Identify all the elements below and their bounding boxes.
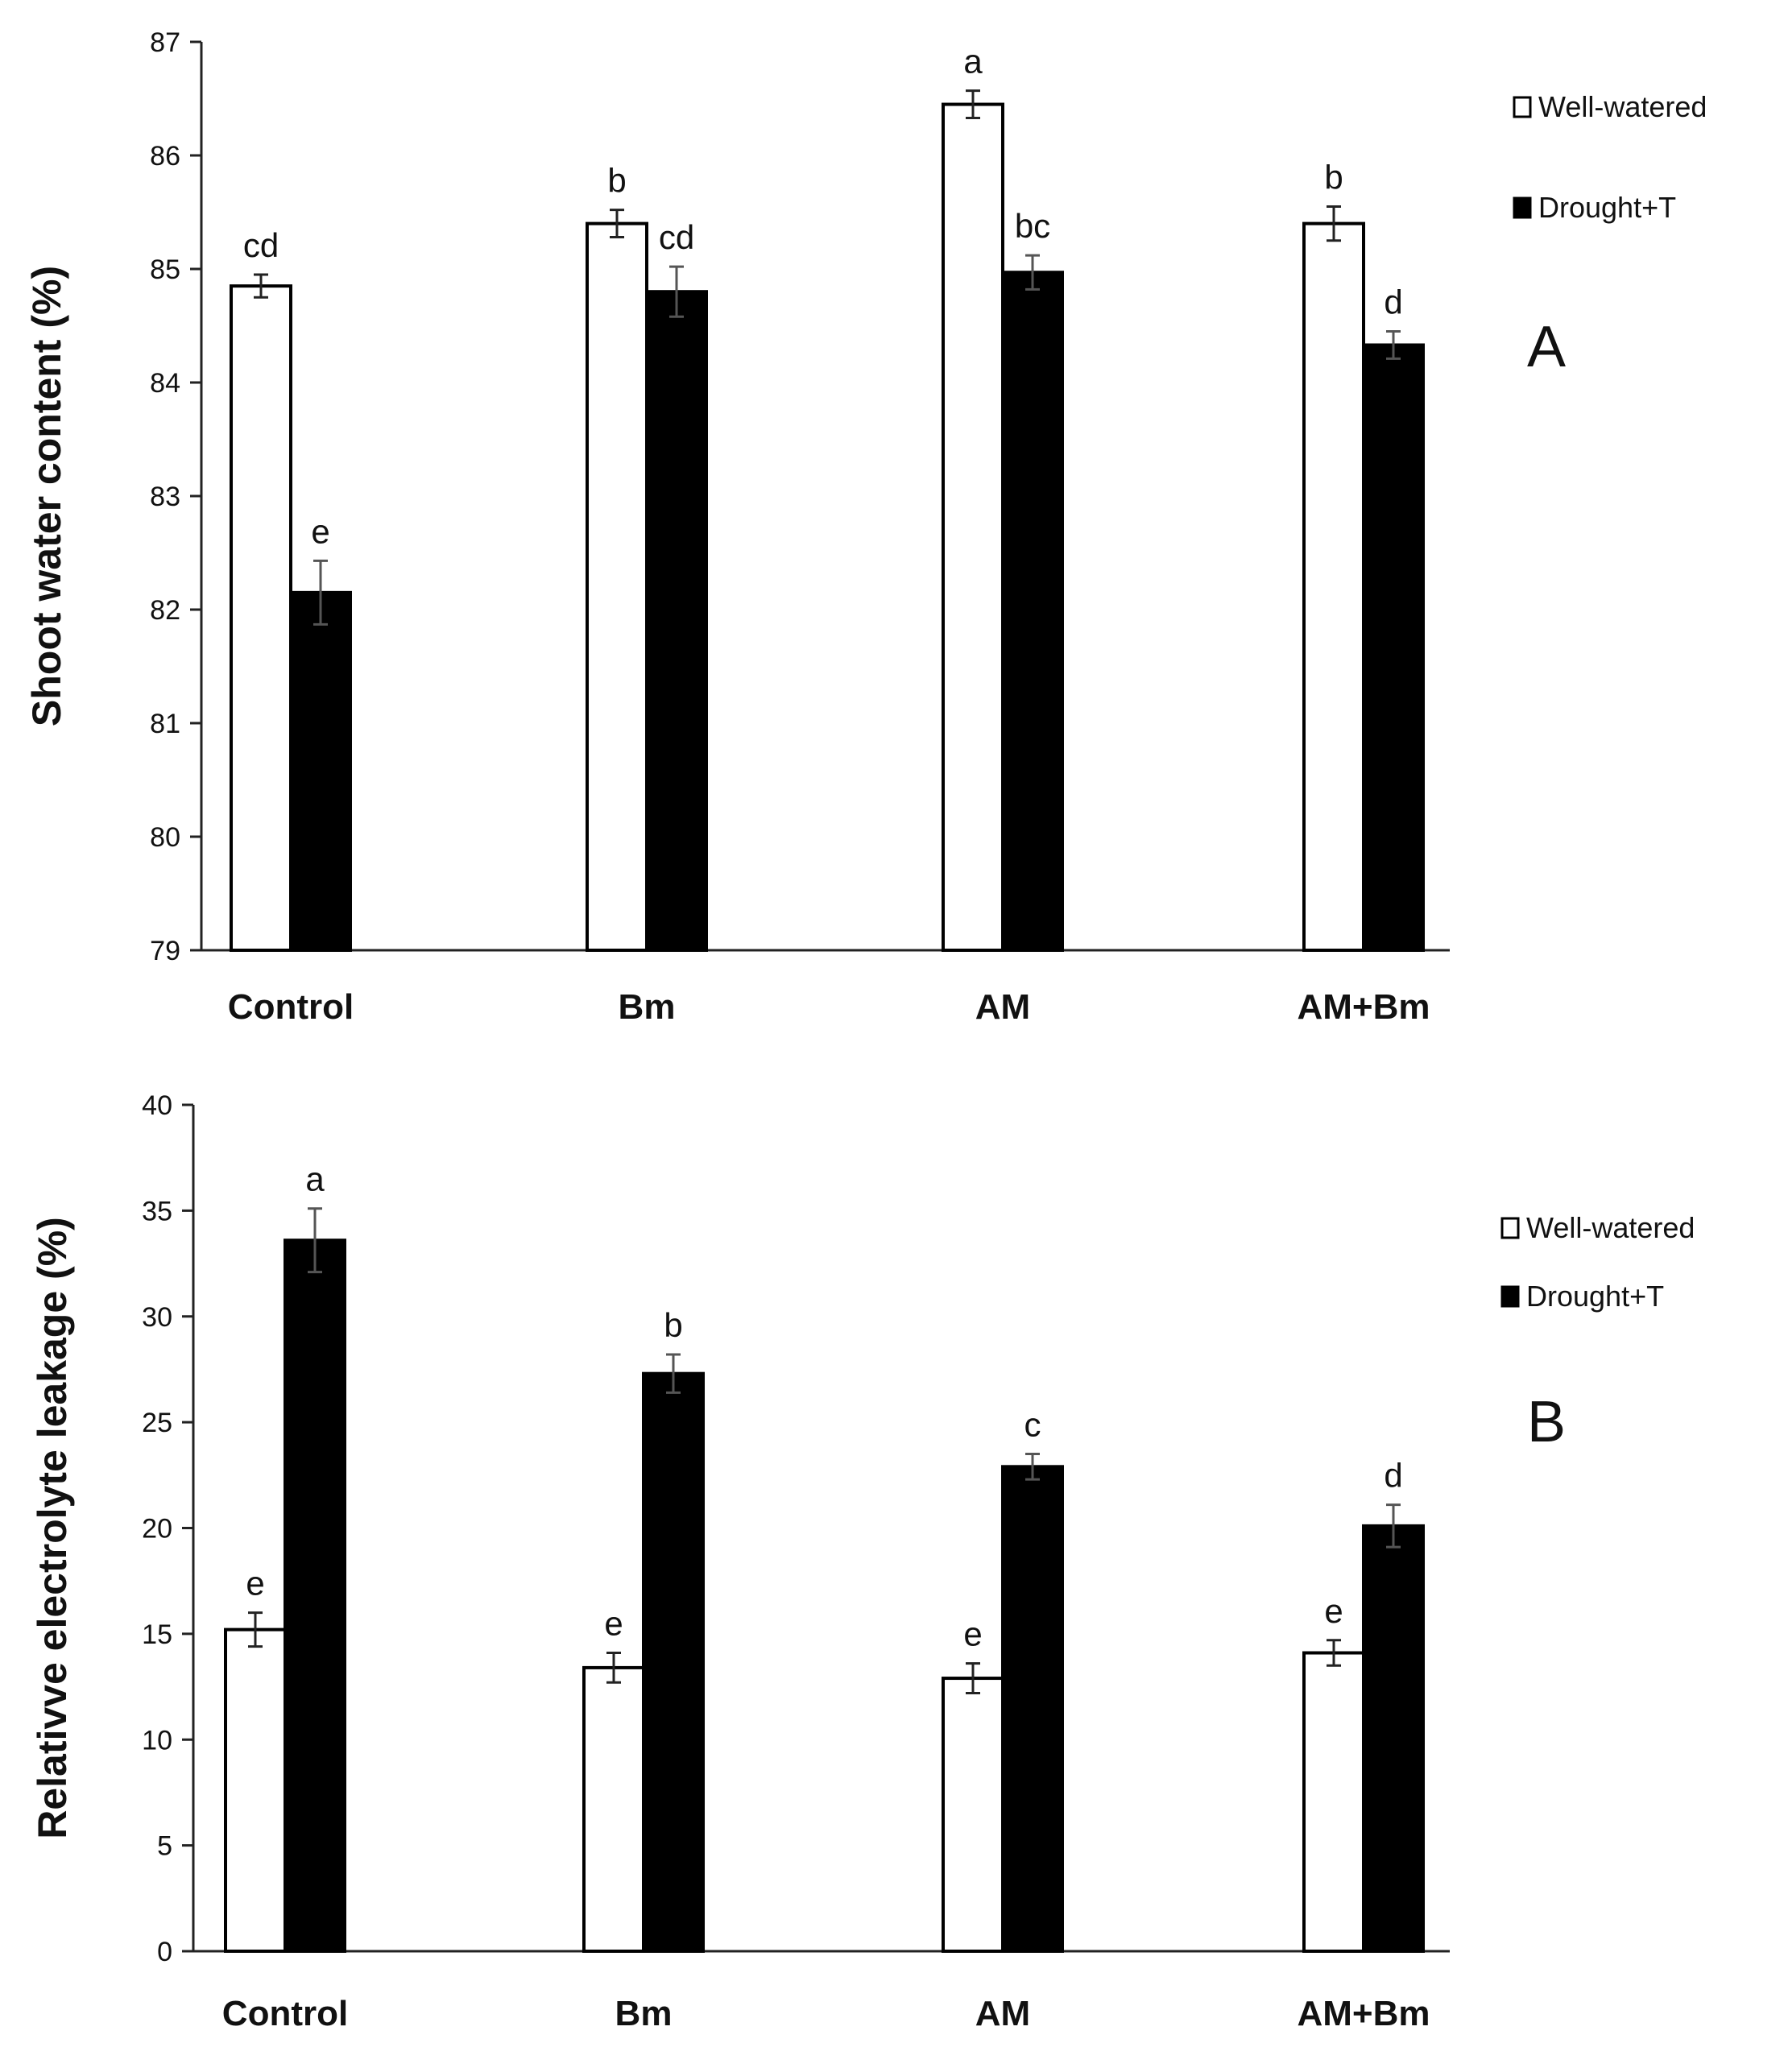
significance-letter: e <box>604 1605 623 1643</box>
category-label: Bm <box>619 987 676 1027</box>
legend-label: Drought+T <box>1538 191 1676 224</box>
significance-letter: c <box>1024 1406 1041 1444</box>
category-label: AM+Bm <box>1297 987 1430 1027</box>
y-tick-label: 82 <box>150 595 180 626</box>
well-watered-bar <box>1302 1651 1365 1953</box>
panel-letter: B <box>1527 1390 1566 1454</box>
significance-letter: e <box>963 1615 982 1653</box>
significance-letter: a <box>305 1160 325 1198</box>
significance-letter: b <box>607 162 626 200</box>
significance-letter: d <box>1384 1457 1402 1495</box>
well-watered-bar <box>1302 221 1365 953</box>
significance-letter: e <box>246 1565 264 1603</box>
significance-letter: d <box>1384 283 1402 321</box>
y-tick-label: 25 <box>142 1408 172 1438</box>
panel-a-chart: 79 80 81 82 83 84 85 86 87 Shoot water content (%… <box>24 27 1707 1027</box>
y-tick-label: 0 <box>157 1937 172 1967</box>
y-tick-label: 87 <box>150 27 180 58</box>
panel-b-chart: 0 5 10 15 20 25 30 35 40 Relativve electrolyte le… <box>30 1090 1695 2033</box>
drought-bar <box>645 290 708 952</box>
drought-bar <box>1001 1465 1064 1953</box>
drought-bar <box>1001 271 1064 953</box>
drought-bar <box>642 1371 705 1953</box>
well-watered-bar <box>230 284 292 952</box>
significance-letter: e <box>311 512 329 550</box>
significance-letter: b <box>664 1306 682 1344</box>
y-tick-label: 40 <box>142 1090 172 1121</box>
legend-label: Well-watered <box>1538 90 1707 123</box>
significance-letter: cd <box>659 218 694 256</box>
y-axis-title: Relativve electrolyte leakage (%) <box>30 1217 75 1839</box>
legend-swatch <box>1513 96 1532 118</box>
drought-bar <box>284 1239 346 1954</box>
legend-label: Well-watered <box>1526 1211 1695 1244</box>
y-tick-label: 20 <box>142 1514 172 1545</box>
y-axis-title: Shoot water content (%) <box>24 266 69 726</box>
y-tick-label: 84 <box>150 368 180 399</box>
y-tick-label: 5 <box>157 1831 172 1862</box>
category-label: Bm <box>615 1994 673 2033</box>
category-label: Control <box>222 1994 348 2033</box>
legend-label: Drought+T <box>1526 1280 1664 1313</box>
y-tick-label: 35 <box>142 1196 172 1226</box>
legend-swatch <box>1500 1217 1520 1239</box>
drought-bar <box>1362 343 1425 953</box>
significance-letter: cd <box>243 226 279 264</box>
well-watered-bar <box>942 1677 1004 1953</box>
drought-bar <box>289 590 352 952</box>
y-tick-label: 79 <box>150 936 180 966</box>
significance-letter: bc <box>1015 207 1050 245</box>
well-watered-bar <box>224 1627 287 1953</box>
well-watered-bar <box>586 221 648 953</box>
panel-letter: A <box>1527 315 1566 379</box>
legend-swatch <box>1500 1285 1520 1308</box>
legend-swatch <box>1513 196 1532 219</box>
y-tick-label: 81 <box>150 709 180 739</box>
drought-bar <box>1362 1524 1425 1954</box>
category-label: AM+Bm <box>1297 1994 1430 2033</box>
category-label: Control <box>228 987 354 1027</box>
y-tick-label: 86 <box>150 141 180 172</box>
y-tick-label: 83 <box>150 482 180 512</box>
category-label: AM <box>975 987 1030 1027</box>
well-watered-bar <box>942 102 1004 952</box>
y-tick-label: 30 <box>142 1302 172 1333</box>
significance-letter: b <box>1324 158 1343 196</box>
well-watered-bar <box>582 1665 645 1954</box>
significance-letter: a <box>963 43 983 81</box>
y-tick-label: 15 <box>142 1619 172 1650</box>
y-tick-label: 80 <box>150 822 180 853</box>
significance-letter: e <box>1324 1592 1343 1630</box>
y-tick-label: 10 <box>142 1725 172 1756</box>
y-tick-label: 85 <box>150 254 180 285</box>
category-label: AM <box>975 1994 1030 2033</box>
